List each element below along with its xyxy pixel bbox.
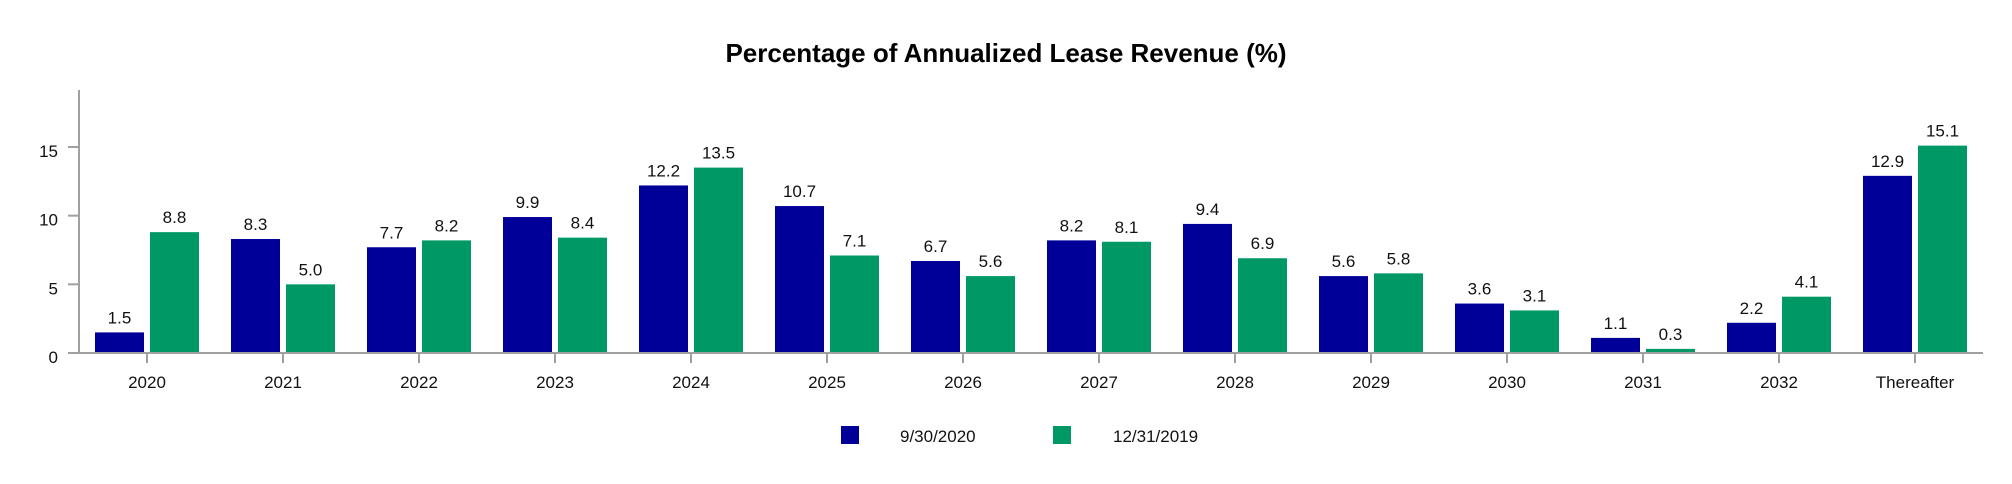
data-label: 12.2 xyxy=(647,161,680,180)
bar-series2 xyxy=(1510,310,1559,352)
y-tick-label: 0 xyxy=(49,348,58,367)
bar-series2 xyxy=(830,255,879,352)
data-label: 8.8 xyxy=(163,208,187,227)
x-tick-label: 2028 xyxy=(1216,373,1254,392)
bar-series1 xyxy=(775,206,824,352)
bar-series2 xyxy=(422,240,471,352)
data-label: 7.1 xyxy=(843,231,867,250)
data-label: 2.2 xyxy=(1740,299,1764,318)
x-tick-label: 2023 xyxy=(536,373,574,392)
data-label: 0.3 xyxy=(1659,325,1683,344)
data-label: 5.6 xyxy=(979,252,1003,271)
bar-series1 xyxy=(1047,240,1096,352)
data-label: 9.4 xyxy=(1196,200,1220,219)
x-tick-label: 2032 xyxy=(1760,373,1798,392)
bars xyxy=(95,145,1967,352)
bar-series2 xyxy=(558,237,607,352)
bar-series2 xyxy=(150,232,199,352)
y-tick-label: 5 xyxy=(49,279,58,298)
bar-series1 xyxy=(1455,303,1504,352)
data-label: 5.6 xyxy=(1332,252,1356,271)
x-axis: 2020 2021 2022 2023 2024 2025 2026 2027 2028 2029… xyxy=(68,352,1983,392)
data-label: 12.9 xyxy=(1871,152,1904,171)
data-label: 8.2 xyxy=(1060,216,1084,235)
data-label: 8.4 xyxy=(571,214,595,233)
bar-series2 xyxy=(1102,241,1151,352)
data-labels: 1.5 8.3 7.7 9.9 12.2 10.7 6.7 8.2 9.4 5.6 3.6 1.1 2.… xyxy=(108,122,1959,344)
bar-series1 xyxy=(911,260,960,352)
data-label: 1.1 xyxy=(1604,314,1628,333)
data-label: 1.5 xyxy=(108,308,132,327)
bar-series1 xyxy=(639,185,688,352)
x-tick-label: 2030 xyxy=(1488,373,1526,392)
data-label: 4.1 xyxy=(1795,273,1819,292)
x-tick-label: 2029 xyxy=(1352,373,1390,392)
data-label: 3.1 xyxy=(1523,286,1547,305)
x-tick-label: Thereafter xyxy=(1876,373,1955,392)
bar-series1 xyxy=(1591,337,1640,352)
bar-series1 xyxy=(231,239,280,352)
bar-series2 xyxy=(1238,258,1287,352)
data-label: 7.7 xyxy=(380,223,404,242)
bar-series2 xyxy=(694,167,743,352)
legend-swatch xyxy=(841,426,859,444)
bar-series1 xyxy=(1183,223,1232,352)
x-tick-label: 2025 xyxy=(808,373,846,392)
x-tick-label: 2031 xyxy=(1624,373,1662,392)
data-label: 15.1 xyxy=(1926,122,1959,141)
x-tick-label: 2022 xyxy=(400,373,438,392)
data-label: 3.6 xyxy=(1468,280,1492,299)
bar-series2 xyxy=(1918,145,1967,352)
bar-series1 xyxy=(503,217,552,352)
y-tick-label: 15 xyxy=(39,142,58,161)
data-label: 8.2 xyxy=(435,216,459,235)
chart-title: Percentage of Annualized Lease Revenue (… xyxy=(725,38,1286,68)
x-tick-label: 2026 xyxy=(944,373,982,392)
bar-series2 xyxy=(1782,296,1831,352)
y-tick-label: 10 xyxy=(39,211,58,230)
x-tick-label: 2021 xyxy=(264,373,302,392)
bar-series1 xyxy=(1319,276,1368,352)
data-label: 6.7 xyxy=(924,237,948,256)
x-tick-label: 2020 xyxy=(128,373,166,392)
legend-label: 9/30/2020 xyxy=(900,427,976,446)
data-label: 5.0 xyxy=(299,260,323,279)
data-label: 6.9 xyxy=(1251,234,1275,253)
bar-series1 xyxy=(367,247,416,352)
x-tick-label: 2024 xyxy=(672,373,710,392)
legend-label: 12/31/2019 xyxy=(1113,427,1198,446)
data-label: 13.5 xyxy=(702,144,735,163)
data-label: 10.7 xyxy=(783,182,816,201)
bar-series2 xyxy=(1646,348,1695,352)
legend: 9/30/2020 12/31/2019 xyxy=(841,426,1198,446)
bar-series2 xyxy=(286,284,335,352)
x-tick-label: 2027 xyxy=(1080,373,1118,392)
data-label: 8.1 xyxy=(1115,218,1139,237)
data-label: 5.8 xyxy=(1387,249,1411,268)
bar-series2 xyxy=(1374,273,1423,352)
bar-series1 xyxy=(1727,322,1776,352)
bar-series1 xyxy=(95,332,144,352)
y-axis: 0 5 10 15 xyxy=(39,90,80,367)
legend-swatch xyxy=(1053,426,1071,444)
bar-series2 xyxy=(966,276,1015,352)
data-label: 8.3 xyxy=(244,215,268,234)
data-label: 9.9 xyxy=(516,193,540,212)
bar-series1 xyxy=(1863,175,1912,352)
